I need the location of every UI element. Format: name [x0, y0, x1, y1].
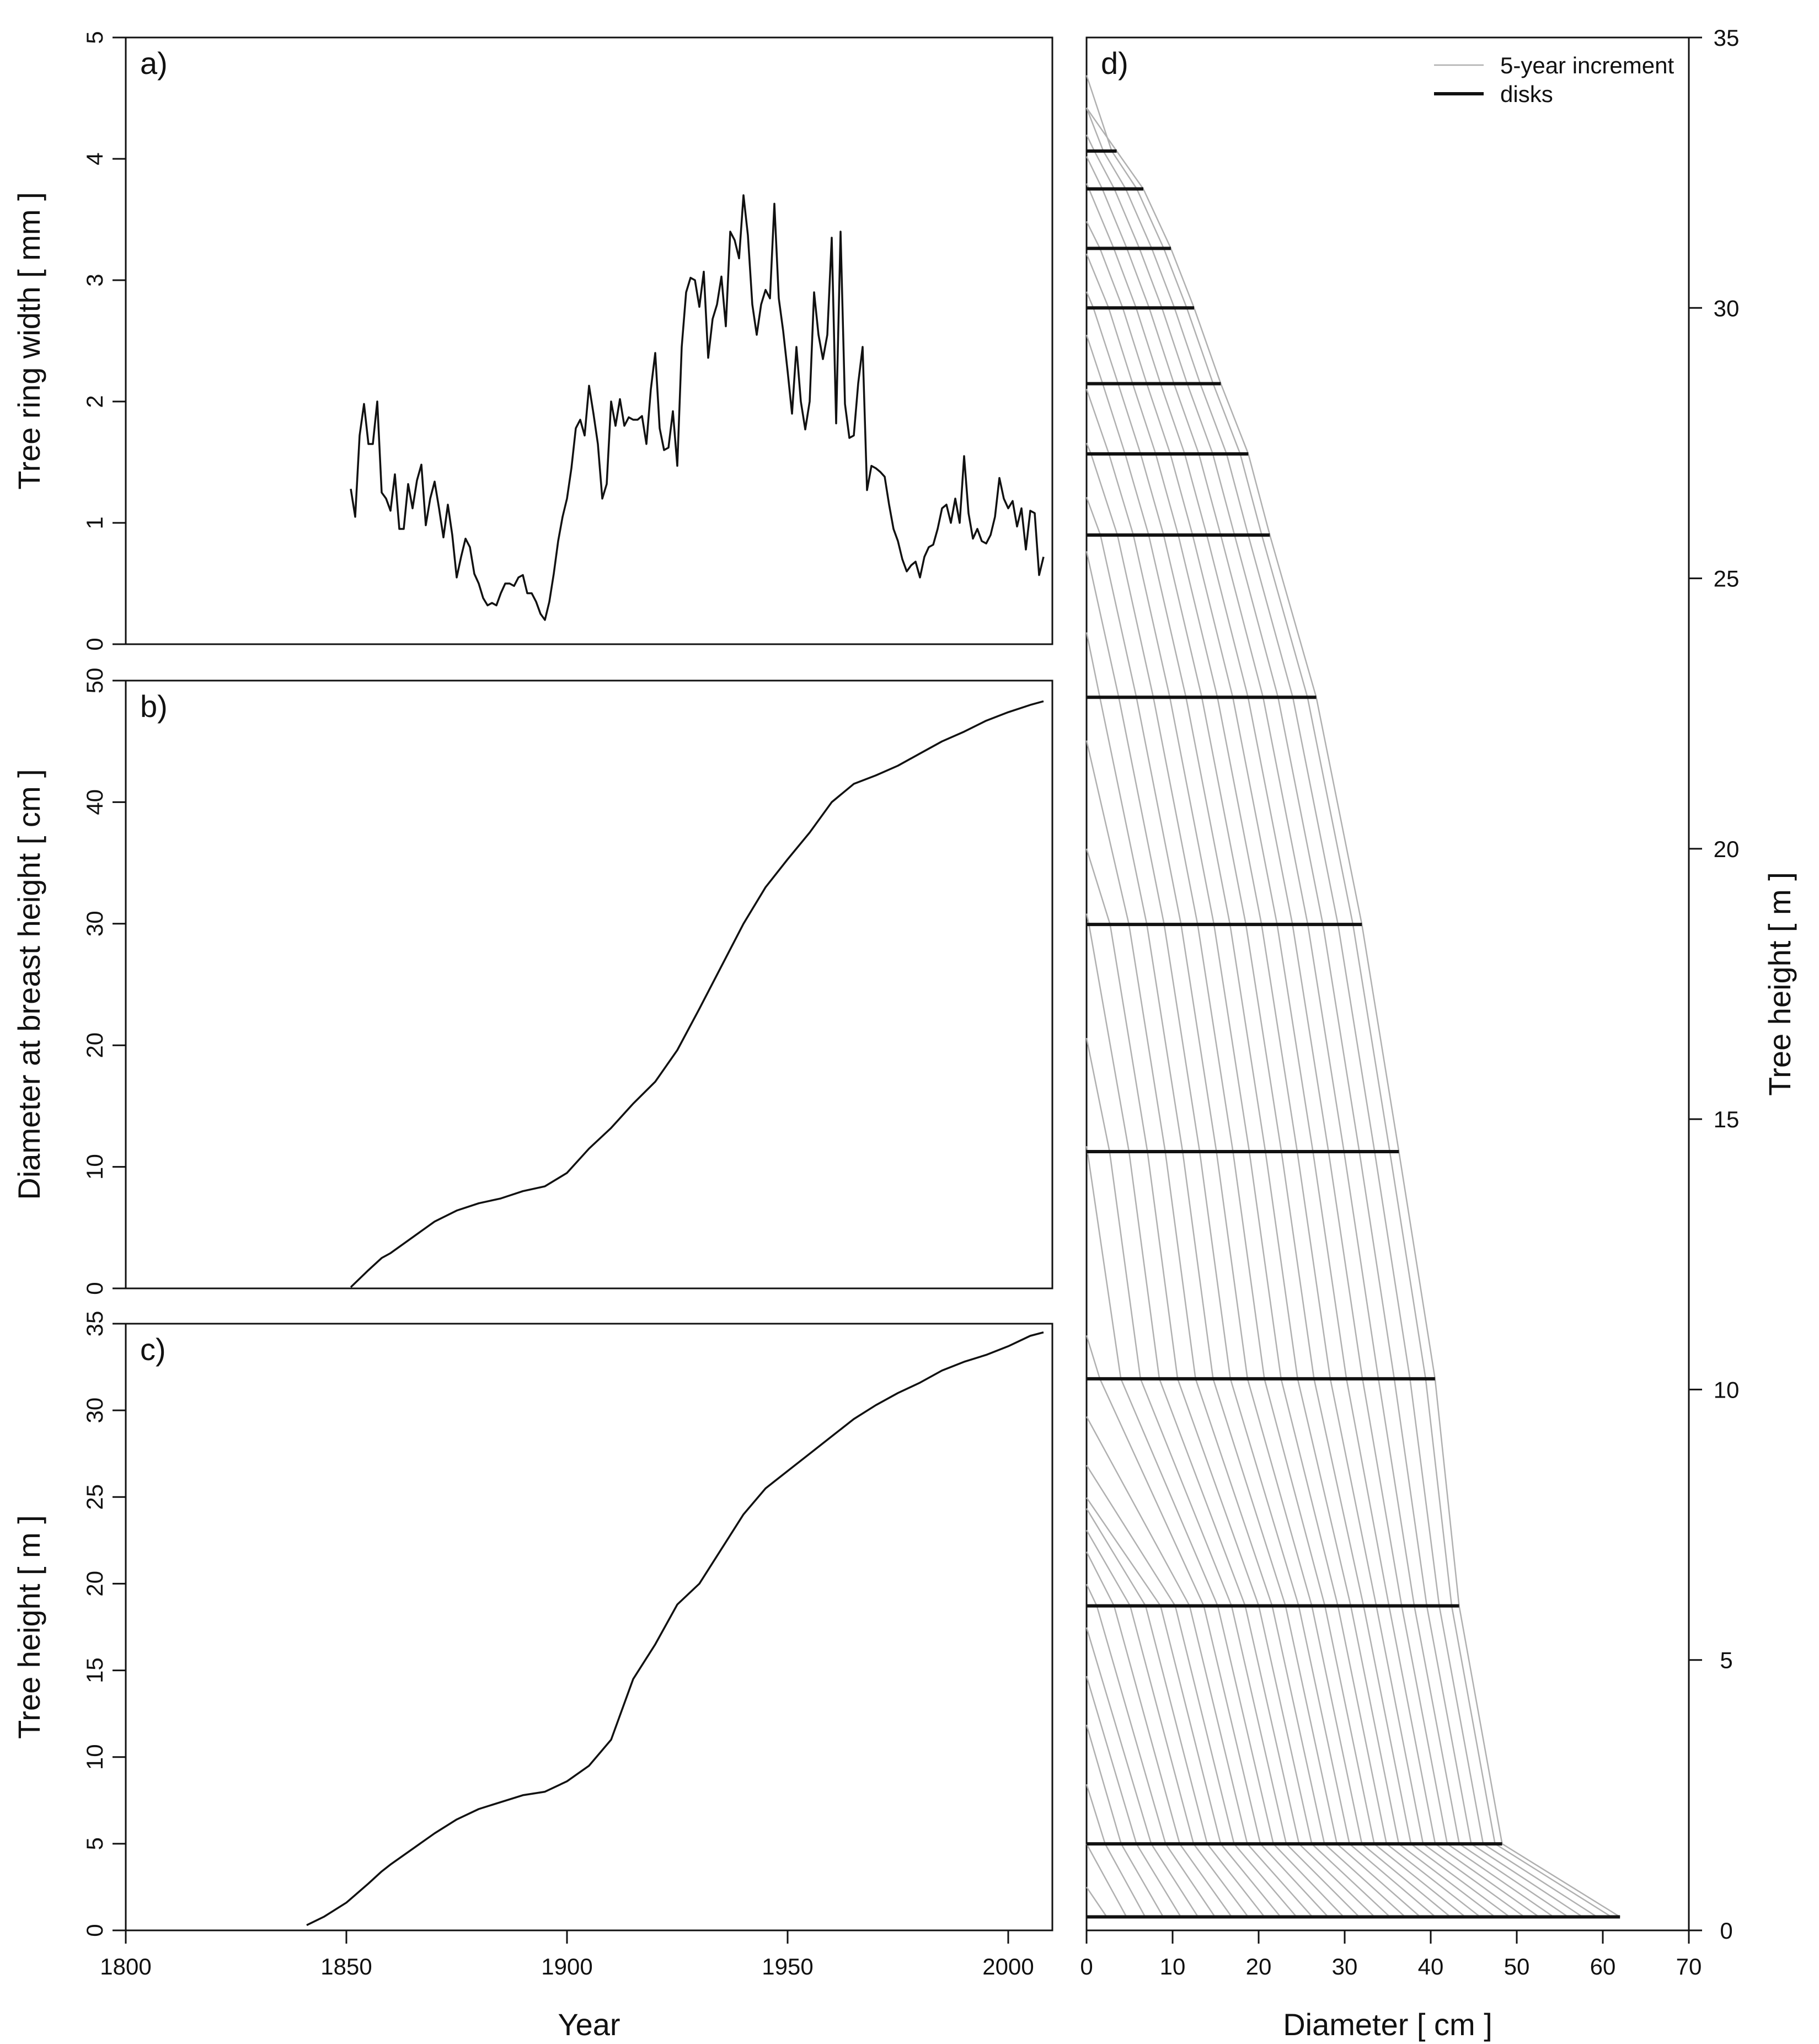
- panel-a-y-tick-label: 2: [82, 395, 108, 408]
- panel-d-y-tick-label: 25: [1714, 566, 1740, 592]
- panel-d-x-tick-label: 10: [1160, 1954, 1186, 1979]
- increment-line: [1085, 291, 1510, 1918]
- panel-d-y-tick-label: 15: [1714, 1106, 1740, 1132]
- increment-line: [1085, 183, 1554, 1918]
- increment-line: [1085, 1529, 1249, 1918]
- panel-c-y-tick-label: 10: [82, 1744, 108, 1770]
- panel-b-y-tick-label: 50: [82, 668, 108, 694]
- increment-line: [1085, 1843, 1127, 1918]
- panel-b-label: b): [140, 689, 168, 724]
- panel-d-y-label: Tree height [ m ]: [1762, 872, 1797, 1096]
- panel-a-y-tick-label: 4: [82, 152, 108, 165]
- panel-d-x-label: Diameter [ cm ]: [1283, 2007, 1492, 2042]
- panel-d-label: d): [1101, 46, 1128, 81]
- legend: 5-year increment disks: [1434, 52, 1674, 107]
- increment-line: [1085, 1508, 1265, 1918]
- increment-line: [1085, 913, 1376, 1918]
- panel-d-x-tick-label: 30: [1332, 1954, 1358, 1979]
- increment-line: [1085, 334, 1496, 1918]
- panel-c-y-label: Tree height [ m ]: [12, 1515, 46, 1739]
- panel-c-y-tick-label: 15: [82, 1657, 108, 1683]
- panel-c-x-tick-label: 1900: [541, 1954, 592, 1979]
- panel-c-label: c): [140, 1332, 166, 1367]
- increment-line: [1085, 1497, 1281, 1918]
- panel-c-y-tick-label: 30: [82, 1398, 108, 1424]
- increment-line: [1085, 848, 1390, 1918]
- panel-d-x-tick-label: 20: [1246, 1954, 1272, 1979]
- panel-c-x-label: Year: [558, 2007, 620, 2042]
- outer-profile-line: [1085, 107, 1620, 1918]
- panel-c-x-tick-label: 1800: [100, 1954, 151, 1979]
- panel-d-stem-profile: 0 5 10 15 20 25 30 35 0 10 20 30 40 50 60 70 5-year incr…: [1080, 25, 1797, 2042]
- increment-line: [1085, 253, 1525, 1918]
- panel-c-y-tick-label: 20: [82, 1571, 108, 1597]
- panel-a-y-tick-label: 3: [82, 274, 108, 286]
- panel-d-x-axis: 0 10 20 30 40 50 60 70: [1080, 1930, 1702, 1979]
- panel-d-y-tick-label: 20: [1714, 836, 1740, 862]
- legend-label: disks: [1500, 81, 1553, 107]
- panel-a-y-axis: 0 1 2 3 4 5: [82, 31, 126, 651]
- increment-line: [1085, 1416, 1313, 1918]
- panel-c-y-tick-label: 5: [82, 1837, 108, 1850]
- panel-c-height: 0 5 10 15 20 25 30 35 1800 1850 1900 1950 2000 c) Tree…: [12, 1311, 1053, 2042]
- panel-d-y-axis: 0 5 10 15 20 25 30 35: [1689, 25, 1739, 1944]
- panel-c-y-tick-label: 35: [82, 1311, 108, 1337]
- panel-d-x-tick-label: 70: [1676, 1954, 1702, 1979]
- panel-b-y-tick-label: 40: [82, 789, 108, 815]
- panel-a-y-tick-label: 1: [82, 516, 108, 529]
- panel-a-y-label: Tree ring width [ mm ]: [12, 192, 46, 489]
- panel-a-ring-width: 0 1 2 3 4 5 a) Tree ring width [ mm ]: [12, 31, 1053, 651]
- panel-b-y-tick-label: 20: [82, 1032, 108, 1058]
- increment-line: [1085, 1465, 1297, 1918]
- panel-b-y-tick-label: 0: [82, 1282, 108, 1294]
- panel-a-label: a): [140, 46, 168, 81]
- increment-line: [1085, 388, 1481, 1918]
- panel-b-dbh: 0 10 20 30 40 50 b) Diameter at breast height […: [12, 668, 1053, 1295]
- panel-d-x-tick-label: 0: [1080, 1954, 1093, 1979]
- panel-d-y-tick-label: 10: [1714, 1377, 1740, 1403]
- disk-lines: [1087, 149, 1620, 1919]
- panel-c-y-axis: 0 5 10 15 20 25 30 35: [82, 1311, 126, 1937]
- increment-line: [1085, 1583, 1216, 1918]
- panel-d-x-tick-label: 40: [1418, 1954, 1444, 1979]
- panel-c-x-tick-label: 1850: [320, 1954, 372, 1979]
- increment-line: [1085, 1037, 1360, 1918]
- panel-d-y-tick-label: 0: [1720, 1918, 1732, 1944]
- dbh-series: [350, 700, 1044, 1288]
- ring-width-series: [350, 194, 1045, 621]
- increment-line: [1085, 632, 1421, 1918]
- panel-d-x-tick-label: 60: [1590, 1954, 1616, 1979]
- panel-b-frame: [125, 679, 1053, 1289]
- increment-line: [1085, 1551, 1233, 1918]
- panel-c-x-axis: 1800 1850 1900 1950 2000: [100, 1930, 1034, 1979]
- panel-b-y-tick-label: 10: [82, 1154, 108, 1180]
- panel-c-y-tick-label: 25: [82, 1484, 108, 1510]
- increment-line: [1085, 156, 1569, 1918]
- panel-d-y-tick-label: 35: [1714, 25, 1740, 51]
- panel-d-y-tick-label: 5: [1720, 1647, 1732, 1673]
- panel-c-x-tick-label: 1950: [762, 1954, 813, 1979]
- panel-d-y-tick-label: 30: [1714, 295, 1740, 321]
- panel-a-y-tick-label: 5: [82, 31, 108, 44]
- increment-line: [1085, 108, 1598, 1918]
- increment-line: [1085, 221, 1540, 1918]
- increment-line: [1085, 442, 1466, 1918]
- panel-a-frame: [125, 36, 1053, 645]
- panel-a-y-tick-label: 0: [82, 638, 108, 650]
- panel-c-x-tick-label: 2000: [982, 1954, 1034, 1979]
- panel-c-frame: [125, 1323, 1053, 1931]
- increment-line: [1085, 1886, 1108, 1918]
- panel-b-y-label: Diameter at breast height [ cm ]: [12, 769, 46, 1200]
- panel-b-y-axis: 0 10 20 30 40 50: [82, 668, 126, 1295]
- panel-d-frame: [1085, 36, 1690, 1931]
- panel-c-y-tick-label: 0: [82, 1924, 108, 1936]
- legend-label: 5-year increment: [1500, 52, 1674, 78]
- increment-line: [1085, 551, 1436, 1918]
- height-series: [306, 1331, 1044, 1927]
- panel-d-x-tick-label: 50: [1504, 1954, 1530, 1979]
- panel-b-y-tick-label: 30: [82, 911, 108, 937]
- increment-lines: [1085, 75, 1612, 1918]
